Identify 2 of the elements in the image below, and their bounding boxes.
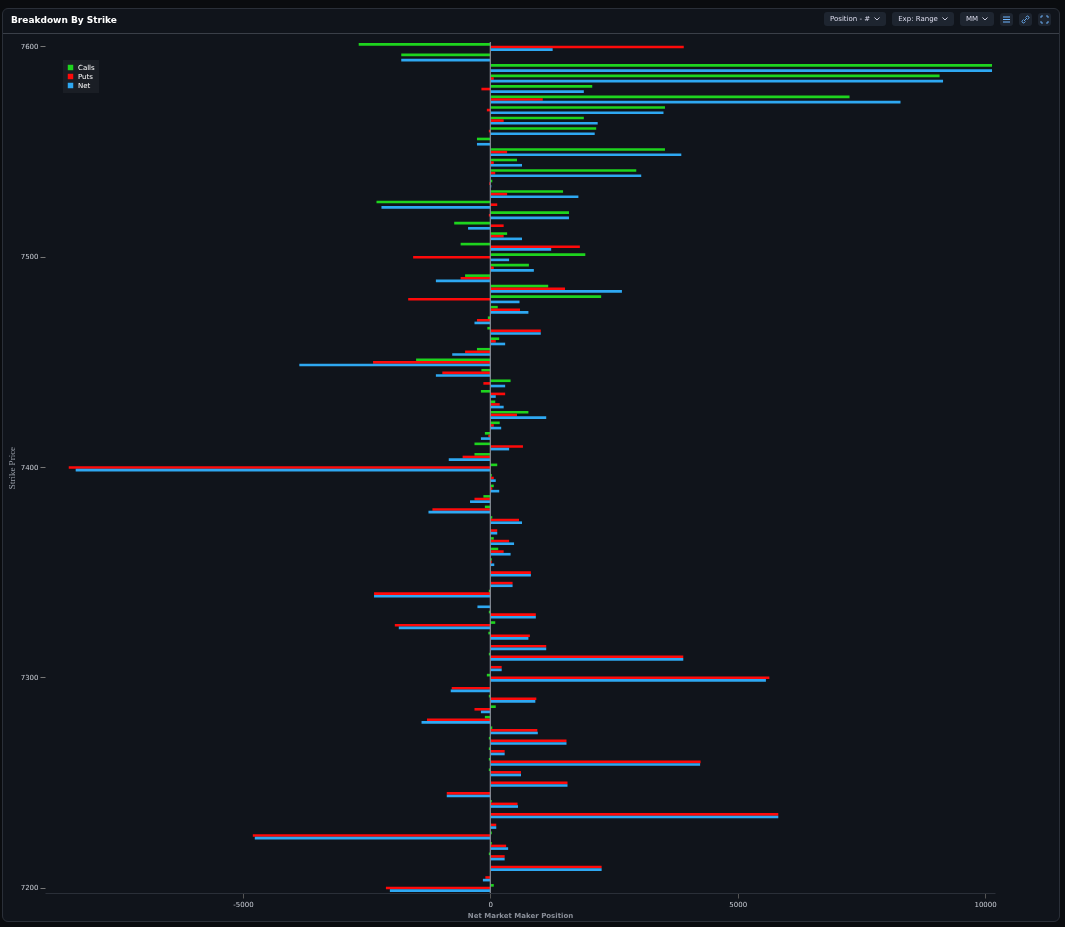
chart-title: Breakdown By Strike <box>11 15 117 25</box>
y-axis-title: Strike Price <box>6 446 17 490</box>
